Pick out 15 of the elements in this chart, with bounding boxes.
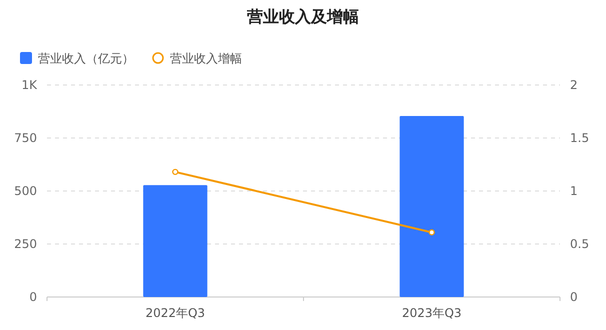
y-tick-label: 500 [14,184,37,198]
y-tick-label: 1K [21,78,38,92]
chart-title: 营业收入及增幅 [246,7,359,26]
x-tick-label: 2023年Q3 [402,306,462,320]
legend-label: 营业收入增幅 [170,52,242,66]
x-tick-label: 2022年Q3 [145,306,206,320]
y2-tick-label: 1 [570,184,578,198]
y-tick-label: 750 [14,131,37,145]
y-tick-label: 250 [14,237,37,251]
y-tick-label: 0 [29,290,37,304]
y2-tick-label: 2 [570,78,578,92]
legend-label: 营业收入（亿元） [38,52,134,66]
y2-tick-label: 0.5 [570,237,590,251]
y2-tick-label: 0 [570,290,578,304]
y2-tick-label: 1.5 [570,131,590,145]
